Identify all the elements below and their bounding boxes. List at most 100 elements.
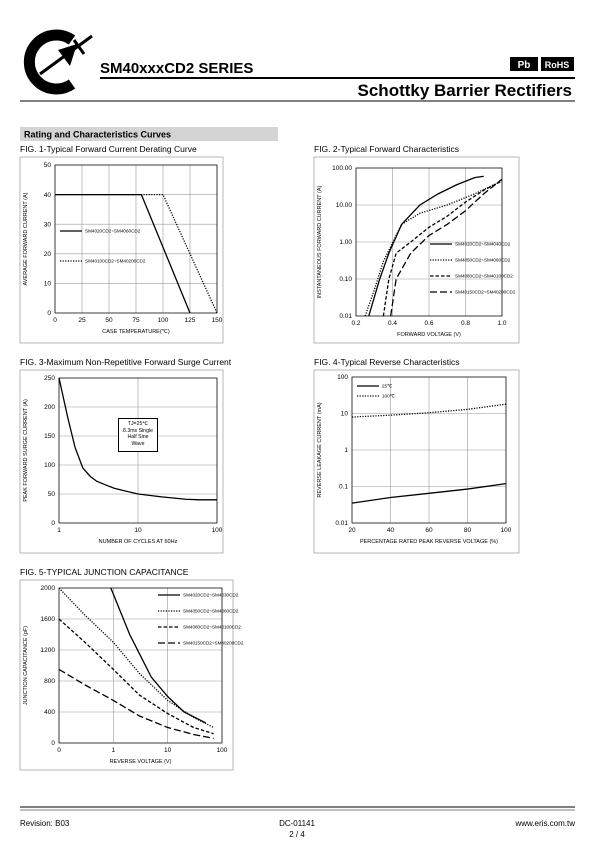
subtitle: Schottky Barrier Rectifiers: [358, 81, 572, 100]
logo: [23, 29, 93, 95]
legend-label: SM4050CD2~SM4060CD2: [183, 609, 239, 614]
y-tick-label: 1: [344, 447, 348, 454]
badge-bg: [510, 57, 538, 71]
chart-frame: [313, 369, 520, 554]
y-tick-label: 0.10: [339, 276, 352, 283]
y-tick-label: 200: [44, 404, 55, 411]
y-tick-label: 10: [44, 281, 52, 288]
y-tick-label: 250: [44, 375, 55, 382]
x-axis-label: PERCENTAGE RATED PEAK REVERSE VOLTAGE (%…: [360, 539, 498, 545]
x-tick-label: 0.8: [461, 320, 470, 327]
series-line: [382, 180, 503, 317]
y-tick-label: 40: [44, 192, 52, 199]
legend-label: SM40100CD2~SM40200CD2: [85, 259, 146, 264]
x-tick-label: 25: [78, 317, 86, 324]
x-tick-label: 10: [164, 747, 172, 754]
chart-frame: [313, 156, 520, 344]
legend-label: SM4020CD2~SM4040CD2: [455, 242, 511, 247]
legend-label: 100℃: [382, 394, 396, 399]
x-tick-label: 0.4: [388, 320, 397, 327]
x-tick-label: 1: [112, 747, 116, 754]
badge-bg: [541, 57, 574, 71]
y-axis-label: INSTANTANEOUS FORWARD CURRENT (A): [317, 185, 323, 298]
y-tick-label: 800: [44, 678, 55, 685]
y-tick-label: 0: [51, 520, 55, 527]
x-tick-label: 150: [212, 317, 223, 324]
legend-label: SM4020CD2~SM4030CD2: [183, 593, 239, 598]
x-axis-label: REVERSE VOLTAGE (V): [110, 759, 172, 765]
y-tick-label: 100.00: [332, 165, 352, 172]
y-tick-label: 10.00: [336, 202, 353, 209]
series-line: [58, 587, 214, 729]
series-line: [58, 668, 214, 739]
legend-label: SM4080CD2~SM40100CD2: [455, 274, 513, 279]
section-title: Rating and Characteristics Curves: [24, 130, 171, 140]
x-tick-label: 1.0: [497, 320, 506, 327]
legend-label: SM4080CD2~SM40100CD2: [183, 625, 241, 630]
series-line: [368, 175, 484, 317]
y-tick-label: 400: [44, 709, 55, 716]
revision: Revision: B03: [20, 819, 70, 828]
chart-frame: [19, 579, 234, 771]
legend-label: SM40150CD2~SM40200CD2: [183, 641, 244, 646]
series-line: [390, 178, 503, 317]
y-tick-label: 2000: [41, 585, 56, 592]
y-axis-label: AVERAGE FORWARD CURRENT (A): [23, 192, 29, 285]
x-tick-label: 125: [185, 317, 196, 324]
legend-label: SM4020CD2~SM4060CD2: [85, 229, 141, 234]
x-tick-label: 10: [134, 527, 142, 534]
website: www.eris.com.tw: [514, 819, 575, 828]
y-tick-label: 0: [47, 310, 51, 317]
x-tick-label: 80: [464, 527, 472, 534]
x-tick-label: 100: [158, 317, 169, 324]
y-axis-label: PEAK FORWARD SURGE CURRENT (A): [23, 399, 29, 502]
series-line: [58, 618, 214, 735]
series-title: SM40xxxCD2 SERIES: [100, 60, 253, 77]
series-line: [351, 482, 507, 504]
annotation-box: TJ=25℃ 8.3ms Single Half Sine Wave: [118, 418, 158, 452]
y-tick-label: 20: [44, 251, 52, 258]
badge: Pb: [518, 60, 531, 71]
x-tick-label: 100: [217, 747, 228, 754]
section-bar: [20, 127, 278, 141]
badge: RoHS: [545, 60, 570, 70]
annotation: TJ=25℃ 8.3ms Single Half Sine Wave: [118, 418, 158, 452]
y-tick-label: 30: [44, 221, 52, 228]
figure-title: FIG. 5-TYPICAL JUNCTION CAPACITANCE: [20, 567, 189, 577]
x-tick-label: 75: [132, 317, 140, 324]
legend-label: 25℃: [382, 384, 393, 389]
x-tick-label: 40: [387, 527, 395, 534]
figure-title: FIG. 4-Typical Reverse Characteristics: [314, 357, 459, 367]
y-tick-label: 0.1: [339, 484, 348, 491]
y-tick-label: 1600: [41, 616, 56, 623]
figure-title: FIG. 3-Maximum Non-Repetitive Forward Su…: [20, 357, 232, 367]
plot-frame: [351, 376, 507, 524]
x-axis-label: CASE TEMPERATURE(℃): [102, 329, 170, 335]
page-number: 2 / 4: [289, 830, 305, 839]
x-tick-label: 50: [105, 317, 113, 324]
y-tick-label: 50: [48, 491, 56, 498]
legend-label: SM4050CD2~SM4060CD2: [455, 258, 511, 263]
plot-frame: [54, 164, 218, 314]
x-tick-label: 1: [57, 527, 61, 534]
chart-frame: [19, 369, 224, 554]
x-tick-label: 0: [53, 317, 57, 324]
y-tick-label: 1200: [41, 647, 56, 654]
plot-frame: [355, 167, 503, 317]
x-axis-label: NUMBER OF CYCLES AT 60Hz: [99, 539, 178, 545]
x-tick-label: 100: [212, 527, 223, 534]
x-tick-label: 0: [57, 747, 61, 754]
y-tick-label: 0: [51, 740, 55, 747]
series-line: [58, 377, 217, 501]
doc-number: DC-01141: [279, 819, 315, 828]
plot-frame: [58, 587, 223, 744]
x-tick-label: 0.6: [424, 320, 433, 327]
figure-title: FIG. 2-Typical Forward Characteristics: [314, 144, 459, 154]
y-tick-label: 150: [44, 433, 55, 440]
x-tick-label: 20: [348, 527, 356, 534]
figure-title: FIG. 1-Typical Forward Current Derating …: [20, 144, 197, 154]
y-axis-label: JUNCTION CAPACITANCE (pF): [23, 626, 29, 705]
y-tick-label: 0.01: [335, 520, 348, 527]
x-tick-label: 60: [425, 527, 433, 534]
